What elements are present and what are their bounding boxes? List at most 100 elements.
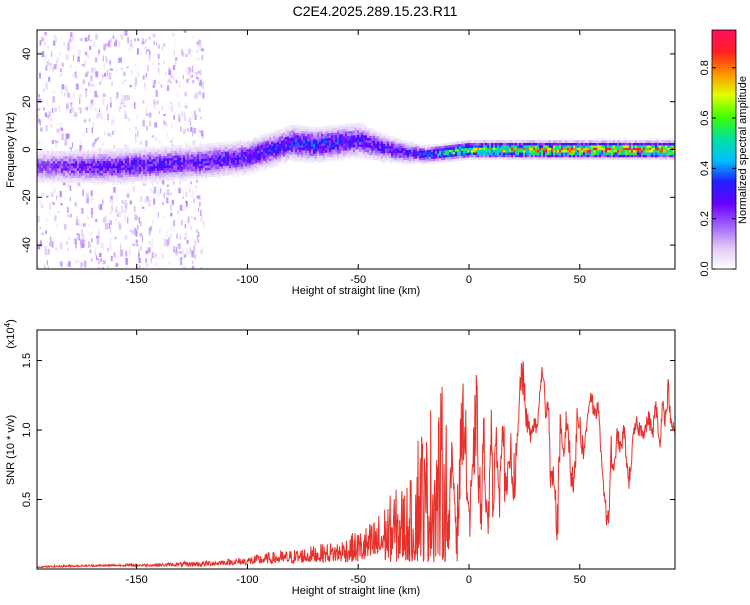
- spectrogram-cell: [87, 175, 90, 178]
- spectrogram-cell: [469, 152, 472, 155]
- spectrogram-cell: [195, 92, 199, 98]
- spectrogram-cell: [263, 150, 266, 154]
- spectrogram-cell: [273, 138, 276, 141]
- spectrogram-cell: [89, 172, 92, 176]
- spectrogram-cell: [611, 145, 614, 148]
- spectrogram-cell: [247, 151, 250, 154]
- spectrogram-cell: [154, 122, 158, 128]
- spectrogram-cell: [425, 144, 428, 148]
- spectrogram-cell: [85, 177, 88, 181]
- spectrogram-cell: [81, 151, 84, 154]
- spectrogram-cell: [93, 172, 96, 176]
- spectrogram-cell: [355, 122, 358, 126]
- spectrogram-cell: [305, 131, 308, 134]
- spectrogram-cell: [137, 152, 140, 156]
- spectrogram-cell: [160, 105, 163, 108]
- spectrogram-cell: [417, 157, 420, 161]
- spectrogram-cell: [143, 149, 146, 153]
- spectrogram-cell: [187, 72, 190, 76]
- spectrogram-cell: [166, 243, 170, 247]
- spectrogram-cell: [75, 179, 78, 183]
- spectrogram-cell: [196, 239, 200, 243]
- spectrogram-cell: [289, 130, 292, 134]
- spectrogram-cell: [66, 248, 70, 251]
- spectrogram-cell: [401, 145, 404, 149]
- spectrogram-cell: [145, 178, 148, 181]
- spectrogram-cell: [147, 103, 149, 110]
- spectrogram-cell: [161, 46, 163, 51]
- spectrogram-cell: [179, 147, 182, 151]
- spectrogram-cell: [533, 142, 536, 146]
- spectrogram-cell: [255, 160, 258, 164]
- spectrogram-cell: [275, 151, 278, 155]
- spectrogram-cell: [215, 157, 218, 160]
- spectrogram-cell: [97, 156, 100, 159]
- spectrogram-cell: [421, 152, 424, 156]
- spectrogram-cell: [393, 140, 396, 144]
- spectrogram-cell: [63, 156, 66, 159]
- spectrogram-cell: [185, 147, 188, 151]
- spectrogram-cell: [451, 149, 454, 153]
- spectrogram-cell: [537, 142, 540, 146]
- spectrogram-cell: [68, 235, 70, 240]
- spectrogram-cell: [59, 242, 63, 250]
- spectrogram-cell: [115, 151, 118, 154]
- spectrogram-cell: [607, 145, 610, 148]
- spectrogram-cell: [135, 157, 138, 160]
- spectrogram-cell: [473, 154, 476, 158]
- spectrogram-cell: [196, 235, 199, 240]
- spectrogram-cell: [373, 147, 376, 151]
- spectrogram-cell: [65, 175, 68, 178]
- spectrogram-cell: [643, 154, 646, 158]
- spectrogram-cell: [46, 100, 48, 107]
- spectrogram-cell: [163, 114, 166, 117]
- spectrogram-cell: [61, 84, 65, 90]
- spectrogram-cell: [311, 136, 314, 140]
- spectrogram-cell: [363, 130, 366, 133]
- spectrogram-cell: [623, 140, 626, 143]
- spectrogram-cell: [265, 159, 268, 163]
- spectrogram-cell: [505, 154, 508, 158]
- spectrogram-cell: [113, 163, 116, 166]
- spectrogram-cell: [125, 179, 128, 183]
- spectrogram-cell: [671, 156, 674, 160]
- spectrogram-cell: [371, 142, 374, 146]
- spectrogram-cell: [157, 175, 160, 178]
- spectrogram-cell: [281, 157, 284, 160]
- spectrogram-cell: [191, 170, 194, 174]
- spectrogram-cell: [541, 137, 544, 141]
- spectrogram-cell: [193, 156, 196, 160]
- spectrogram-cell: [98, 148, 102, 153]
- spectrogram-cell: [405, 149, 408, 153]
- spectrogram-cell: [147, 178, 150, 181]
- spectrogram-cell: [203, 175, 206, 178]
- spectrogram-cell: [305, 143, 308, 146]
- spectrogram-cell: [329, 130, 332, 134]
- spectrogram-cell: [591, 154, 594, 158]
- spectrogram-cell: [173, 184, 176, 188]
- spectrogram-cell: [39, 40, 42, 46]
- spectrogram-cell: [607, 156, 610, 160]
- spectrogram-cell: [255, 151, 258, 154]
- spectrogram-cell: [107, 167, 110, 171]
- spectrogram-cell: [113, 172, 116, 176]
- spectrogram-cell: [465, 143, 468, 146]
- spectrogram-cell: [47, 177, 50, 181]
- spectrogram-cell: [669, 147, 672, 151]
- spectrogram-cell: [219, 173, 222, 177]
- y-tick-label: -40: [21, 237, 33, 253]
- spectrogram-cell: [245, 158, 248, 162]
- spectrogram-cell: [37, 158, 40, 162]
- spectrogram-cell: [151, 177, 154, 181]
- spectrogram-cell: [373, 157, 376, 160]
- spectrogram-cell: [221, 168, 224, 172]
- spectrogram-cell: [41, 172, 44, 176]
- spectrogram-cell: [271, 160, 274, 164]
- spectrogram-cell: [435, 148, 438, 152]
- spectrogram-cell: [601, 149, 604, 153]
- spectrogram-cell: [545, 154, 548, 158]
- spectrogram-cell: [245, 165, 248, 169]
- spectrogram-cell: [171, 172, 174, 175]
- spectrogram-cell: [343, 157, 346, 161]
- spectrogram-cell: [170, 212, 173, 217]
